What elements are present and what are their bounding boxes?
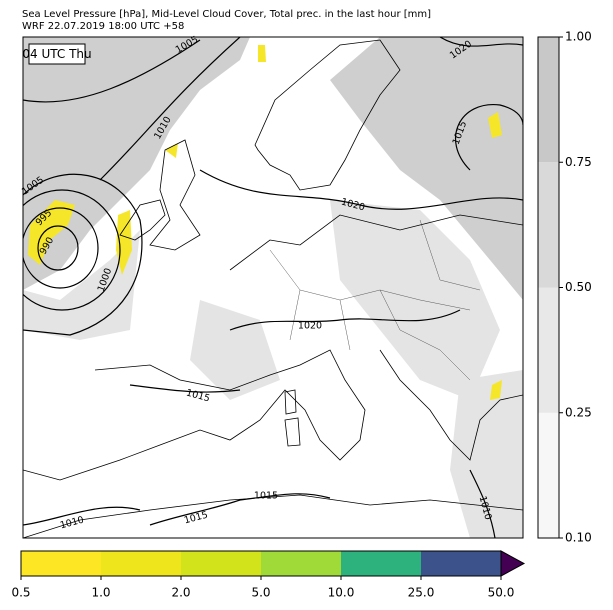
title-line: WRF 22.07.2019 18:00 UTC +58 bbox=[22, 21, 184, 32]
isobar-label: 1015 bbox=[254, 491, 278, 502]
colorbar-segment bbox=[538, 162, 559, 288]
colorbar-segment bbox=[538, 412, 559, 538]
colorbar-tick-label: 2.0 bbox=[171, 586, 190, 600]
colorbar-tick-label: 10.0 bbox=[328, 586, 355, 600]
precip-colorbar: 0.5 1.0 2.0 5.0 10.0 25.0 50.0 bbox=[11, 550, 526, 600]
colorbar-tick-label: 1.00 bbox=[565, 30, 592, 44]
time-label-box bbox=[28, 43, 86, 65]
colorbar-segment bbox=[21, 551, 101, 576]
colorbar-tick-label: 0.75 bbox=[565, 155, 592, 169]
colorbar-tick-label: 0.5 bbox=[11, 586, 30, 600]
colorbar-segment bbox=[421, 551, 501, 576]
time-label: 04 UTC Thu bbox=[22, 47, 91, 61]
colorbar-tick-label: 0.50 bbox=[565, 280, 592, 294]
colorbar-tick-label: 50.0 bbox=[488, 586, 515, 600]
isobar-label: 1020 bbox=[298, 321, 322, 332]
colorbar-segment bbox=[181, 551, 261, 576]
colorbar-segment bbox=[341, 551, 421, 576]
colorbar-segment bbox=[101, 551, 181, 576]
colorbar-tick-label: 0.10 bbox=[565, 531, 592, 545]
colorbar-tick-label: 0.25 bbox=[565, 405, 592, 419]
colorbar-segment bbox=[538, 287, 559, 413]
colorbar-tick-label: 5.0 bbox=[251, 586, 270, 600]
colorbar-extension bbox=[500, 550, 526, 577]
colorbar-tick-label: 1.0 bbox=[91, 586, 110, 600]
map: 1005 1010 1020 1015 1005 995 990 1000 10… bbox=[20, 34, 524, 539]
map-frame bbox=[22, 36, 524, 539]
colorbar-tick-label: 25.0 bbox=[408, 586, 435, 600]
cloud-colorbar: 0.10 0.25 0.50 0.75 1.00 bbox=[537, 30, 592, 545]
colorbar-segment bbox=[261, 551, 341, 576]
colorbar-segment bbox=[538, 37, 559, 163]
title-line: Sea Level Pressure [hPa], Mid-Level Clou… bbox=[22, 9, 431, 20]
